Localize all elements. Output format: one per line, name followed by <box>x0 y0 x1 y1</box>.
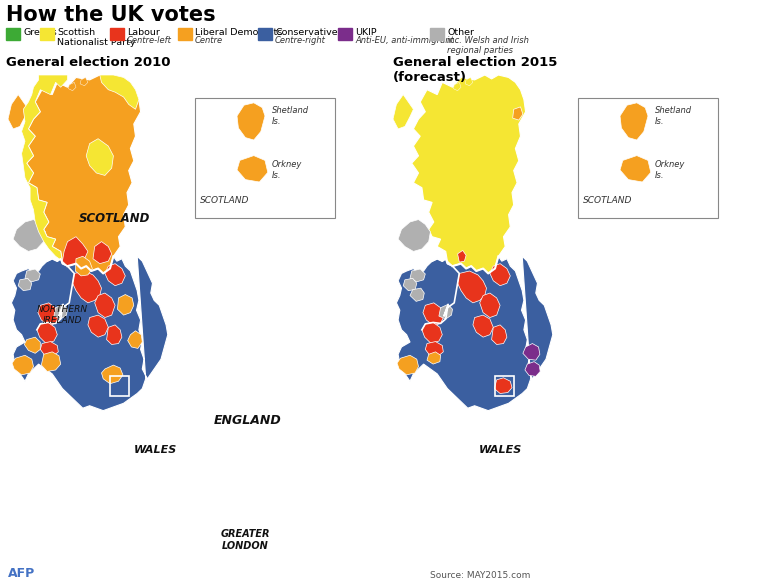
Bar <box>495 376 514 396</box>
Polygon shape <box>37 322 58 343</box>
Text: Liberal Democrats: Liberal Democrats <box>195 28 283 37</box>
Bar <box>110 28 124 40</box>
Polygon shape <box>18 278 31 291</box>
Polygon shape <box>25 337 40 353</box>
Polygon shape <box>403 278 417 291</box>
Text: Anti-EU, anti-immigrant: Anti-EU, anti-immigrant <box>355 36 454 45</box>
Text: Shetland
Is.: Shetland Is. <box>655 106 692 126</box>
Polygon shape <box>410 269 425 282</box>
Polygon shape <box>513 107 523 120</box>
Text: Other: Other <box>447 28 474 37</box>
Polygon shape <box>8 95 28 129</box>
Polygon shape <box>38 303 59 326</box>
Polygon shape <box>27 75 141 274</box>
Text: Centre-left: Centre-left <box>127 36 172 45</box>
Polygon shape <box>422 322 442 343</box>
Text: ENGLAND: ENGLAND <box>214 413 282 427</box>
Polygon shape <box>620 156 650 182</box>
Polygon shape <box>412 75 525 274</box>
Polygon shape <box>73 271 101 303</box>
Polygon shape <box>13 220 45 251</box>
Text: GREATER
LONDON: GREATER LONDON <box>220 529 270 551</box>
Polygon shape <box>454 82 461 90</box>
Text: Orkney
Is.: Orkney Is. <box>272 160 303 180</box>
Text: General election 2010: General election 2010 <box>6 56 170 69</box>
Bar <box>195 98 335 218</box>
Bar <box>40 28 54 40</box>
Polygon shape <box>465 77 473 86</box>
Text: Orkney
Is.: Orkney Is. <box>655 160 685 180</box>
Text: Labour: Labour <box>127 28 160 37</box>
Polygon shape <box>12 257 167 411</box>
Polygon shape <box>492 325 507 345</box>
Polygon shape <box>118 295 134 315</box>
Polygon shape <box>22 75 68 261</box>
Polygon shape <box>75 257 92 276</box>
Text: Greens: Greens <box>23 28 57 37</box>
Text: SCOTLAND: SCOTLAND <box>583 197 632 205</box>
Polygon shape <box>458 271 486 303</box>
Polygon shape <box>40 342 58 356</box>
Text: General election 2015
(forecast): General election 2015 (forecast) <box>393 56 558 84</box>
Polygon shape <box>473 315 493 337</box>
Text: How the UK votes: How the UK votes <box>6 5 216 25</box>
Polygon shape <box>237 103 265 140</box>
Bar <box>178 28 192 40</box>
Text: Scottish
Nationalist Party: Scottish Nationalist Party <box>57 28 135 48</box>
Text: AFP: AFP <box>8 567 35 580</box>
Polygon shape <box>480 293 500 318</box>
Polygon shape <box>439 304 452 319</box>
Polygon shape <box>458 251 466 262</box>
Polygon shape <box>127 331 142 349</box>
Text: SCOTLAND: SCOTLAND <box>79 211 151 224</box>
Polygon shape <box>94 293 115 318</box>
Polygon shape <box>396 257 553 411</box>
Polygon shape <box>93 242 111 264</box>
Text: SCOTLAND: SCOTLAND <box>200 197 250 205</box>
Text: UKIP: UKIP <box>355 28 376 37</box>
Polygon shape <box>100 75 139 109</box>
Polygon shape <box>398 220 430 251</box>
Polygon shape <box>68 82 76 90</box>
Polygon shape <box>62 237 88 266</box>
Polygon shape <box>86 139 114 176</box>
Polygon shape <box>41 352 61 372</box>
Text: Centre: Centre <box>195 36 223 45</box>
Polygon shape <box>410 288 424 301</box>
Polygon shape <box>105 264 125 286</box>
Polygon shape <box>107 325 122 345</box>
Polygon shape <box>525 362 540 376</box>
Text: NORTHERN
IRELAND: NORTHERN IRELAND <box>36 305 88 325</box>
Text: WALES: WALES <box>134 445 177 455</box>
Polygon shape <box>490 264 510 286</box>
Polygon shape <box>397 355 419 375</box>
Polygon shape <box>237 156 268 182</box>
Bar <box>6 28 20 40</box>
Bar <box>258 28 272 40</box>
Polygon shape <box>393 95 413 129</box>
Polygon shape <box>423 303 444 326</box>
Polygon shape <box>427 352 441 364</box>
Polygon shape <box>620 103 648 140</box>
Polygon shape <box>101 365 123 384</box>
Polygon shape <box>12 355 34 375</box>
Polygon shape <box>88 315 108 337</box>
Bar <box>110 376 129 396</box>
Polygon shape <box>425 342 443 356</box>
Text: Source: MAY2015.com: Source: MAY2015.com <box>430 571 531 580</box>
Bar <box>578 98 718 218</box>
Bar <box>338 28 352 40</box>
Bar <box>430 28 444 40</box>
Polygon shape <box>523 343 540 360</box>
Polygon shape <box>495 378 512 393</box>
Text: inc. Welsh and Irish
regional parties: inc. Welsh and Irish regional parties <box>447 36 529 55</box>
Polygon shape <box>54 304 68 319</box>
Text: WALES: WALES <box>478 445 521 455</box>
Text: Conservatives: Conservatives <box>275 28 343 37</box>
Polygon shape <box>80 77 88 86</box>
Text: Centre-right: Centre-right <box>275 36 326 45</box>
Text: Shetland
Is.: Shetland Is. <box>272 106 310 126</box>
Polygon shape <box>25 269 40 282</box>
